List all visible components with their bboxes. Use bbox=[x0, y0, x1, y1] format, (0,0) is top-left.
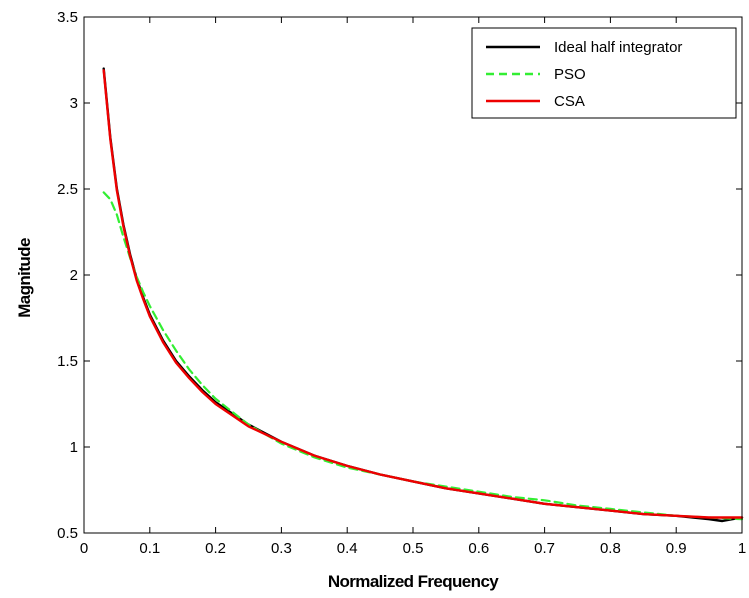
legend: Ideal half integrator PSO CSA bbox=[471, 27, 737, 119]
y-tick-label: 2 bbox=[70, 267, 78, 284]
x-tick-label: 0.7 bbox=[534, 540, 555, 557]
axes-layer: 0 0.1 0.2 0.3 0.4 0.5 0.6 0.7 0.8 0.9 1 0.5 1 1.5 2 2.5… bbox=[57, 9, 746, 557]
x-tick-label: 1 bbox=[738, 540, 746, 557]
x-tick-label: 0.2 bbox=[205, 540, 226, 557]
x-tick-label: 0.1 bbox=[139, 540, 160, 557]
x-tick-label: 0.3 bbox=[271, 540, 292, 557]
y-tick-label: 0.5 bbox=[57, 525, 78, 542]
legend-label: CSA bbox=[554, 93, 585, 110]
legend-label: PSO bbox=[554, 66, 586, 83]
x-axis-title: Normalized Frequency bbox=[328, 572, 499, 591]
x-tick-label: 0 bbox=[80, 540, 88, 557]
y-axis-title: Magnitude bbox=[15, 238, 34, 318]
y-tick-label: 1.5 bbox=[57, 353, 78, 370]
series-line-csa bbox=[102, 69, 744, 519]
x-tick-label: 0.4 bbox=[337, 540, 358, 557]
y-tick-label: 3 bbox=[70, 95, 78, 112]
y-tick-label: 2.5 bbox=[57, 181, 78, 198]
series-layer bbox=[102, 67, 744, 523]
x-tick-label: 0.9 bbox=[666, 540, 687, 557]
x-tick-label: 0.5 bbox=[403, 540, 424, 557]
x-tick-label: 0.6 bbox=[468, 540, 489, 557]
y-tick-label: 3.5 bbox=[57, 9, 78, 26]
y-tick-label: 1 bbox=[70, 439, 78, 456]
x-tick-label: 0.8 bbox=[600, 540, 621, 557]
legend-label: Ideal half integrator bbox=[554, 39, 682, 56]
